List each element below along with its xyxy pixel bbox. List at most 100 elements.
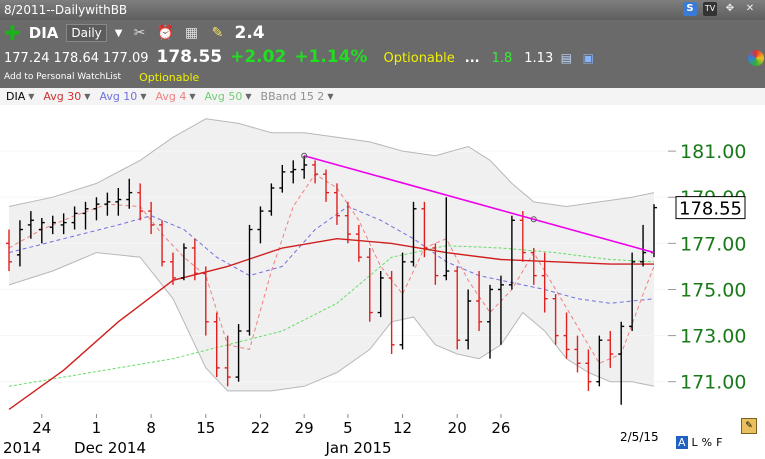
x-tick-label: 1: [92, 419, 102, 437]
s-icon[interactable]: S: [683, 2, 697, 16]
ohlc-bar: [454, 266, 461, 350]
legend-item[interactable]: DIA: [6, 90, 26, 103]
y-tick-label: 181.00: [680, 141, 746, 163]
legend-item[interactable]: Avg 4: [155, 90, 187, 103]
tv-icon[interactable]: TV: [703, 2, 717, 16]
ohlc-bar: [93, 197, 100, 221]
last-price-label: 178.55: [679, 199, 742, 220]
trendline-anchor[interactable]: [530, 216, 537, 223]
database-icon[interactable]: ▤: [560, 51, 572, 65]
x-tick-label: 26: [491, 419, 510, 437]
ohlc-bar: [640, 224, 647, 267]
y-tick-label: 173.00: [680, 326, 746, 348]
flag-f[interactable]: F: [716, 436, 723, 449]
flag-a[interactable]: A: [676, 436, 688, 449]
chevron-down-icon[interactable]: ▼: [327, 92, 334, 101]
ohlc-bar: [629, 252, 636, 331]
ohlc-bar: [213, 312, 220, 378]
flag-percent[interactable]: %: [701, 436, 713, 449]
ohlc-bar: [618, 321, 625, 405]
ohlc-bar: [60, 213, 67, 235]
bollinger-upper-line: [8, 118, 655, 208]
alarm-clock-icon[interactable]: ⏰: [156, 25, 175, 41]
ohlc-bar: [333, 183, 340, 225]
ohlc-bar: [497, 275, 504, 345]
y-tick-label: 177.00: [680, 233, 746, 255]
ohlc-bar: [519, 211, 526, 262]
ohlc-bar: [541, 252, 548, 313]
ohlc-bar: [563, 312, 570, 359]
ohlc-bar: [530, 247, 537, 285]
low-value: 177.09: [103, 51, 149, 66]
last-price-box: [675, 196, 746, 220]
legend-item[interactable]: Avg 10: [99, 90, 138, 103]
symbol-label[interactable]: DIA: [28, 24, 59, 42]
ohlc-bar: [508, 215, 515, 290]
ohlc-bar: [126, 178, 133, 209]
ohlc-bar: [27, 211, 34, 239]
ohlc-bar: [290, 160, 297, 184]
save-icon[interactable]: ▣: [582, 51, 594, 65]
date-label: 2/5/15: [620, 430, 659, 444]
add-to-watchlist-link[interactable]: Add to Personal WatchList: [4, 72, 122, 82]
legend-item[interactable]: BBand 15 2: [260, 90, 325, 103]
window-controls: S TV ✥ ✕: [683, 2, 757, 16]
ohlc-bar: [202, 266, 209, 336]
optionable-label: Optionable: [383, 51, 455, 66]
ohlc-bar: [115, 188, 122, 216]
indicator-legend: DIA ▼ Avg 30 ▼ Avg 10 ▼ Avg 4 ▼ Avg 50 ▼ BBand 15 …: [0, 88, 765, 105]
ohlc-bars: [6, 155, 657, 405]
legend-item[interactable]: Avg 50: [204, 90, 243, 103]
ohlc-bar: [388, 271, 395, 355]
price-value: 178.55: [156, 47, 223, 67]
calculator-icon[interactable]: ▦: [184, 25, 199, 41]
ohlc-bar: [49, 215, 56, 235]
ohlc-bar: [246, 224, 253, 336]
more-dots[interactable]: ...: [464, 51, 480, 66]
ohlc-bar: [355, 224, 362, 262]
optionable-label-2: Optionable: [139, 71, 200, 84]
change-value: +2.02: [230, 47, 287, 67]
high-value: 178.64: [53, 51, 100, 66]
ohlc-bar: [191, 238, 198, 281]
chevron-down-icon[interactable]: ▼: [189, 92, 196, 101]
open-value: 177.24: [4, 51, 50, 66]
value-2: 1.13: [524, 51, 554, 66]
note-icon[interactable]: ✎: [211, 25, 224, 41]
ohlc-bar: [137, 183, 144, 221]
quote-header: ✚ DIA Daily ▼ ✂ ⏰ ▦ ✎ 2.4 177.24 178.64 …: [0, 20, 765, 88]
trendline[interactable]: [303, 154, 655, 254]
ohlc-bar: [421, 201, 428, 258]
ohlc-bar: [574, 335, 581, 373]
flag-l[interactable]: L: [691, 436, 698, 449]
chevron-down-icon[interactable]: ▼: [114, 27, 123, 39]
bollinger-band-fill: [9, 118, 654, 391]
ohlc-bar: [235, 324, 242, 382]
move-icon[interactable]: ✥: [725, 3, 735, 14]
trendline-anchor[interactable]: [301, 152, 308, 159]
chevron-down-icon[interactable]: ▼: [84, 92, 91, 101]
x-tick-label: 29: [295, 419, 314, 437]
y-tick-label: 175.00: [680, 279, 746, 301]
window-title: 8/2011--DailywithBB: [4, 3, 128, 17]
ohlc-bar: [487, 284, 494, 359]
x-tick-label: 24: [32, 419, 51, 437]
color-wheel-icon[interactable]: [748, 50, 764, 66]
scale-flags[interactable]: A L % F: [676, 436, 722, 449]
add-symbol-icon[interactable]: ✚: [4, 21, 21, 45]
x-tick-label: 5: [343, 419, 353, 437]
x-tick-label: 22: [251, 419, 270, 437]
avg-50-line: [8, 245, 655, 387]
pencil-icon[interactable]: ✎: [741, 418, 757, 434]
last-value: 2.4: [234, 23, 265, 43]
close-icon[interactable]: ✕: [745, 3, 755, 14]
chevron-down-icon[interactable]: ▼: [140, 92, 147, 101]
ohlc-bar: [71, 206, 78, 230]
ohlc-bar: [443, 197, 450, 281]
chevron-down-icon[interactable]: ▼: [245, 92, 252, 101]
tools-icon[interactable]: ✂: [133, 25, 146, 41]
chevron-down-icon[interactable]: ▼: [28, 92, 35, 101]
period-select[interactable]: Daily: [66, 24, 107, 42]
legend-item[interactable]: Avg 30: [43, 90, 82, 103]
ohlc-bar: [366, 247, 373, 322]
